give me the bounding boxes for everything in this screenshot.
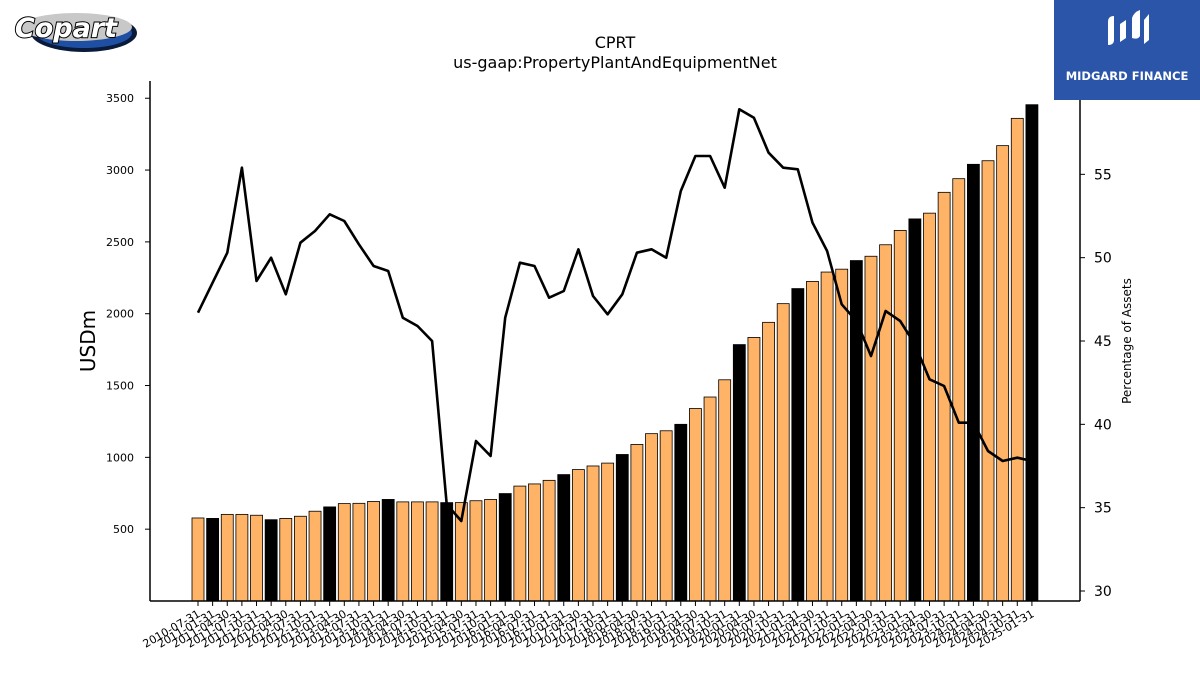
- bar: [294, 515, 307, 602]
- bar-series: [191, 104, 1039, 602]
- bar: [762, 321, 775, 602]
- bar: [250, 514, 263, 602]
- bar: [601, 462, 615, 602]
- y-tick-label: 1000: [106, 451, 134, 464]
- right-y-ticks: 30 35 40 45 50 55: [1080, 167, 1112, 600]
- bar: [1025, 104, 1039, 602]
- bar: [996, 145, 1010, 602]
- bar: [835, 268, 849, 602]
- y2-tick-label: 45: [1094, 334, 1112, 350]
- bar: [513, 485, 527, 602]
- bar: [337, 503, 351, 602]
- bar: [879, 244, 893, 602]
- bar: [806, 280, 819, 602]
- y2-tick-label: 55: [1094, 167, 1112, 183]
- bar: [220, 513, 234, 602]
- percentage-line: [196, 108, 1033, 523]
- bar: [381, 499, 395, 602]
- y-tick-label: 1500: [106, 380, 134, 393]
- bar: [645, 433, 658, 602]
- chart-subtitle: us-gaap:PropertyPlantAndEquipmentNet: [453, 53, 777, 72]
- bar: [747, 337, 761, 602]
- bar: [689, 408, 702, 602]
- bar: [323, 506, 337, 602]
- bar: [498, 493, 512, 602]
- bar: [206, 518, 220, 602]
- bar: [630, 444, 644, 602]
- bar: [864, 255, 878, 602]
- bar: [528, 483, 541, 602]
- bar: [981, 160, 995, 602]
- bar: [849, 260, 863, 602]
- bar: [352, 502, 366, 602]
- y2-tick-label: 35: [1094, 501, 1112, 517]
- line-series: [196, 108, 1033, 523]
- bar: [308, 510, 322, 602]
- copart-logo: Copart: [4, 4, 138, 54]
- bar: [425, 501, 439, 602]
- copart-logo-text: Copart: [15, 13, 118, 44]
- y-tick-label: 3000: [106, 164, 134, 177]
- bar: [966, 163, 980, 602]
- bar: [659, 430, 673, 602]
- left-y-ticks: 500 1000 1500 2000 2500 3000 3500: [106, 92, 150, 536]
- y-tick-label: 2500: [106, 236, 134, 249]
- y-tick-label: 500: [113, 523, 134, 536]
- bar: [908, 218, 922, 602]
- bar: [703, 396, 717, 602]
- bar: [776, 303, 790, 602]
- y-tick-label: 3500: [106, 92, 134, 105]
- bar: [542, 479, 556, 602]
- x-ticks: 2010-07-312011-01-312011-04-302011-07-31…: [141, 601, 1036, 651]
- y2-tick-label: 30: [1094, 584, 1112, 600]
- bar: [615, 454, 629, 602]
- bar: [440, 502, 454, 602]
- bar: [674, 423, 688, 602]
- midgard-finance-logo: MIDGARD FINANCE: [1054, 0, 1200, 100]
- bar: [411, 501, 424, 602]
- y2-tick-label: 40: [1094, 417, 1112, 433]
- bar: [923, 212, 936, 602]
- y-axis-label: USDm: [76, 310, 100, 372]
- bar: [235, 513, 249, 602]
- bar: [264, 519, 278, 602]
- bar: [571, 469, 585, 602]
- bar: [820, 271, 834, 602]
- publisher-text: MIDGARD FINANCE: [1066, 69, 1189, 83]
- y-tick-label: 2000: [106, 308, 134, 321]
- chart-title: CPRT: [595, 33, 636, 52]
- bar: [718, 379, 732, 602]
- bar: [484, 499, 498, 602]
- y2-tick-label: 50: [1094, 251, 1112, 267]
- bar: [367, 501, 380, 602]
- bar: [557, 474, 571, 602]
- y2-axis-label: Percentage of Assets: [1120, 278, 1134, 404]
- bar: [1010, 117, 1024, 602]
- bar: [732, 344, 746, 602]
- bar: [191, 517, 205, 602]
- bar: [952, 178, 966, 602]
- bar: [893, 229, 907, 602]
- midgard-emblem-icon: [1108, 10, 1149, 45]
- bar: [396, 501, 410, 602]
- bar: [586, 465, 600, 602]
- bar: [791, 288, 805, 602]
- bar: [469, 500, 483, 602]
- bar: [279, 518, 293, 602]
